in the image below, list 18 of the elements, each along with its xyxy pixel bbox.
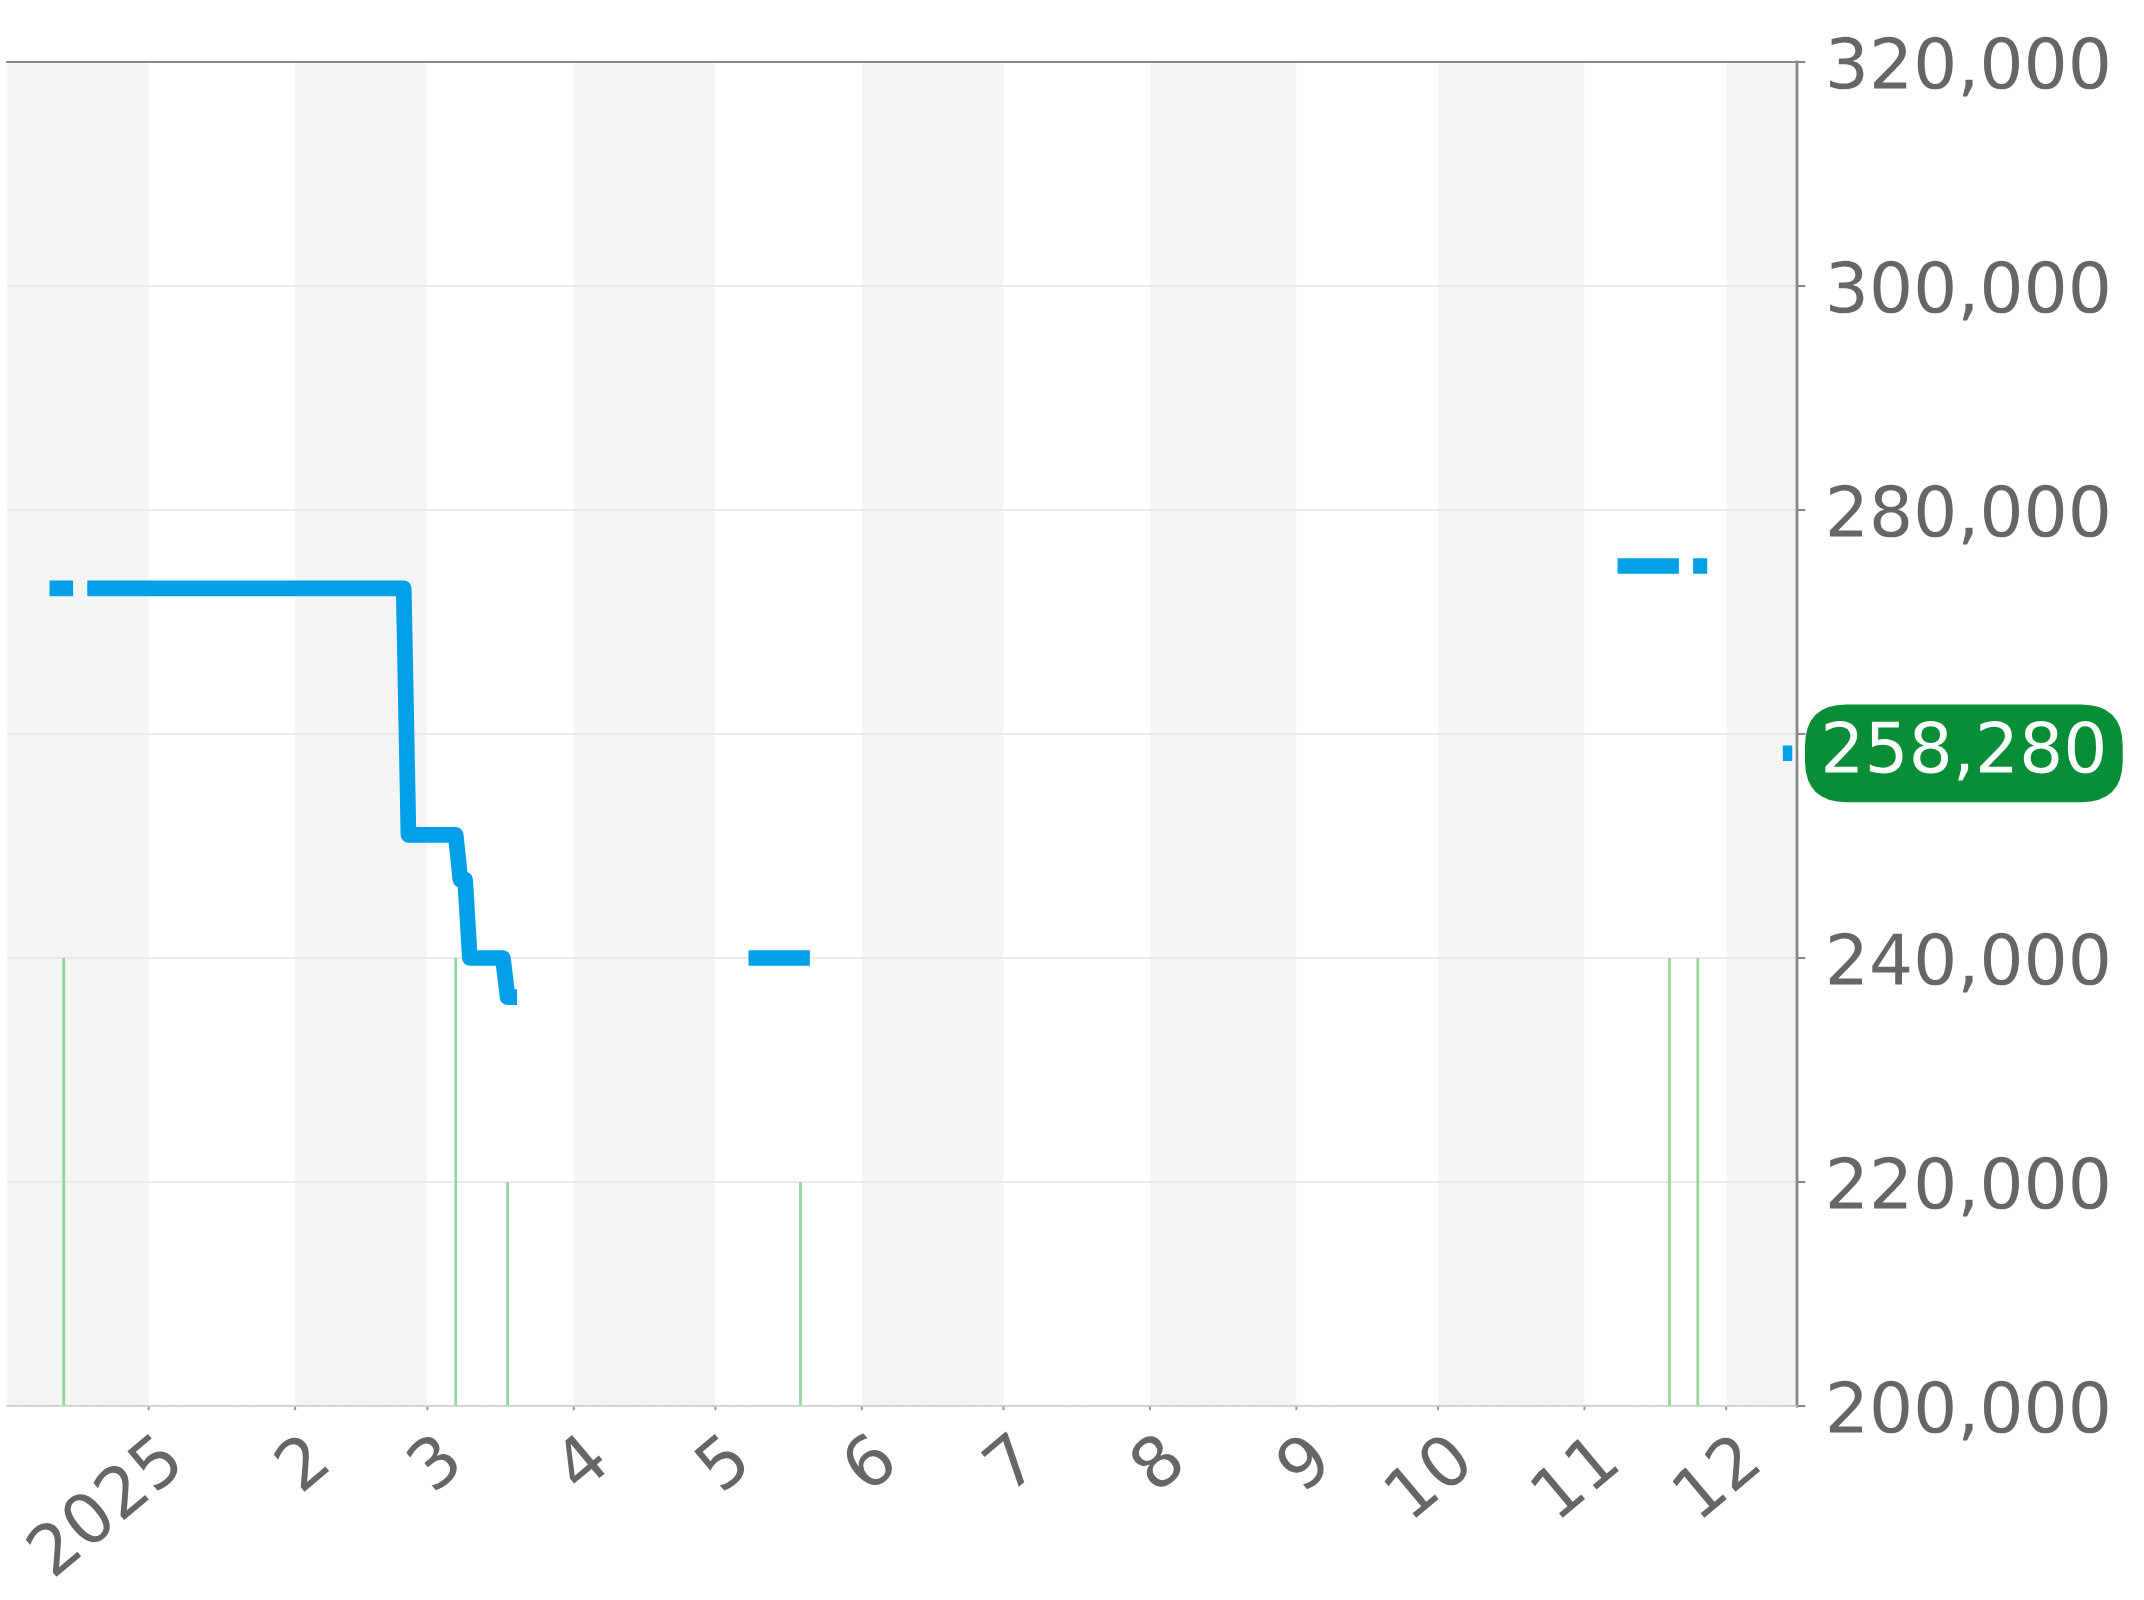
x-tick-label: 4 xyxy=(549,1430,611,1493)
x-tick-label: 2 xyxy=(271,1431,330,1492)
y-tick-label: 320,000 xyxy=(1830,36,2108,97)
x-tick-label: 6 xyxy=(837,1429,899,1493)
x-tick-label: 8 xyxy=(1125,1430,1187,1493)
y-tick-label: 220,000 xyxy=(1829,1156,2108,1217)
y-tick-label: 200,000 xyxy=(1829,1380,2108,1441)
x-tick-label: 7 xyxy=(980,1431,1039,1492)
y-tick-label: 300,000 xyxy=(1830,260,2108,321)
x-tick-label: 12 xyxy=(1670,1431,1761,1519)
x-tick-label: 9 xyxy=(1272,1430,1333,1493)
x-tick-label: 11 xyxy=(1529,1431,1619,1519)
annotation: 258,280 xyxy=(1825,720,2103,781)
x-tick-label: 10 xyxy=(1382,1429,1475,1520)
x-tick-label: 5 xyxy=(692,1431,751,1493)
y-tick-label: 280,000 xyxy=(1829,484,2108,545)
y-tick-label: 240,000 xyxy=(1829,932,2108,993)
x-tick-label: 3 xyxy=(403,1430,464,1493)
